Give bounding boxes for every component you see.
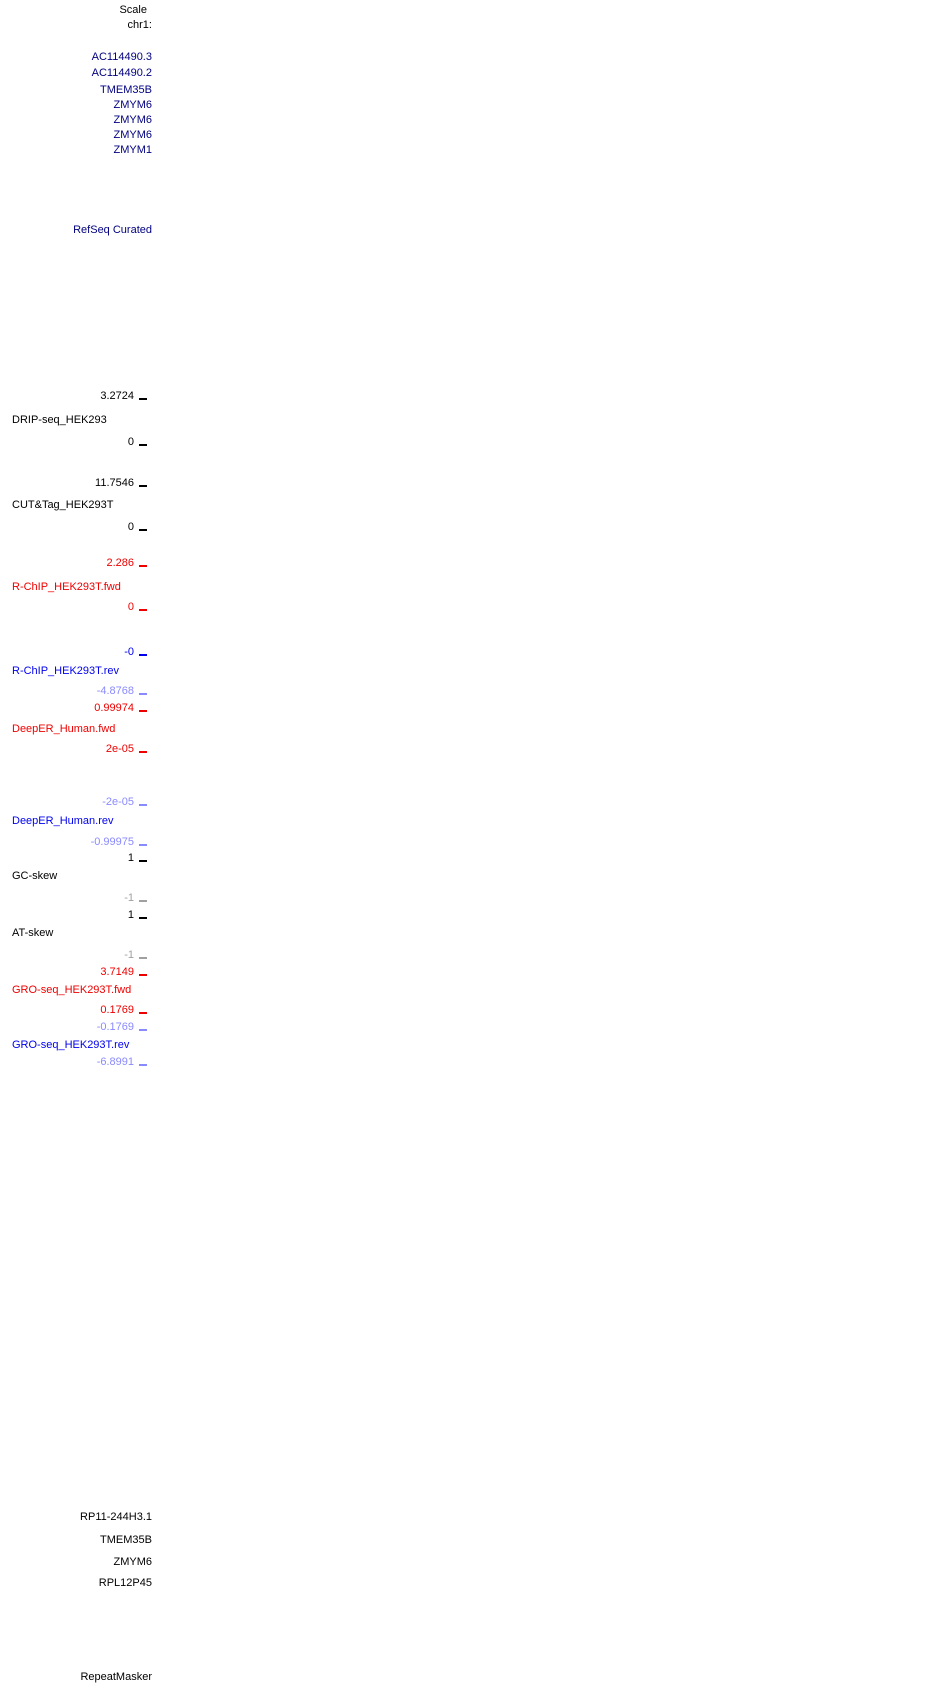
gene-label[interactable]: ZMYM6 <box>113 114 153 126</box>
axis-tick <box>139 900 147 902</box>
axis-max-value: 3.2724 <box>100 391 147 402</box>
gene-label[interactable]: ZMYM6 <box>113 99 153 111</box>
axis-min-value: 0 <box>128 522 147 533</box>
axis-tick <box>139 1029 147 1031</box>
axis-tick <box>139 444 147 446</box>
track-name-label[interactable]: R-ChIP_HEK293T.rev <box>12 665 119 677</box>
scale-label: Scale <box>119 4 147 16</box>
gene-label[interactable]: AC114490.3 <box>91 51 152 63</box>
axis-min-value-text: 0 <box>127 521 134 533</box>
axis-max-value-text: 1 <box>127 909 134 921</box>
axis-min-value-text: -6.8991 <box>96 1056 134 1068</box>
axis-tick <box>139 654 147 656</box>
gene-label[interactable]: ZMYM1 <box>113 144 153 156</box>
track-name-label[interactable]: CUT&Tag_HEK293T <box>12 499 114 511</box>
axis-tick <box>139 804 147 806</box>
gene-label[interactable]: RP11-244H3.1 <box>80 1511 152 1523</box>
position-label: chr1: <box>127 19 152 31</box>
axis-max-value-text: -2e-05 <box>102 796 134 808</box>
axis-max-value: -0.1769 <box>97 1022 147 1033</box>
gene-label[interactable]: TMEM35B <box>100 84 152 96</box>
axis-max-value-text: 2.286 <box>106 557 134 569</box>
gene-label[interactable]: ZMYM6 <box>113 1556 153 1568</box>
repeatmasker-track-label[interactable]: RepeatMasker <box>80 1671 152 1683</box>
axis-max-value: -2e-05 <box>102 797 147 808</box>
axis-min-value-text: -0.99975 <box>90 836 134 848</box>
axis-tick <box>139 860 147 862</box>
track-name-label[interactable]: GRO-seq_HEK293T.rev <box>12 1039 130 1051</box>
axis-tick <box>139 398 147 400</box>
axis-tick <box>139 1012 147 1014</box>
axis-max-value: 2.286 <box>106 558 147 569</box>
track-name-label[interactable]: GRO-seq_HEK293T.fwd <box>12 984 132 996</box>
axis-tick <box>139 751 147 753</box>
gene-label[interactable]: TMEM35B <box>100 1534 152 1546</box>
axis-max-value-text: -0.1769 <box>96 1021 134 1033</box>
axis-tick <box>139 1064 147 1066</box>
axis-min-value: 0 <box>128 437 147 448</box>
axis-tick <box>139 565 147 567</box>
axis-tick <box>139 609 147 611</box>
axis-min-value-text: -1 <box>124 949 134 961</box>
axis-max-value: 11.7546 <box>95 478 147 489</box>
axis-tick <box>139 917 147 919</box>
axis-tick <box>139 710 147 712</box>
track-name-label[interactable]: DeepER_Human.rev <box>12 815 114 827</box>
axis-min-value-text: -1 <box>124 892 134 904</box>
track-name-label[interactable]: AT-skew <box>12 927 54 939</box>
axis-tick <box>139 844 147 846</box>
axis-min-value: 0 <box>128 602 147 613</box>
axis-max-value-text: 11.7546 <box>95 477 134 489</box>
axis-max-value-text: 0.99974 <box>94 702 134 714</box>
axis-max-value: -0 <box>124 647 147 658</box>
axis-min-value: 2e-05 <box>106 744 147 755</box>
axis-min-value: -6.8991 <box>97 1057 147 1068</box>
axis-min-value-text: 0 <box>127 436 134 448</box>
axis-tick <box>139 957 147 959</box>
axis-tick <box>139 485 147 487</box>
track-name-label[interactable]: R-ChIP_HEK293T.fwd <box>12 581 121 593</box>
refseq-track-label[interactable]: RefSeq Curated <box>73 224 152 236</box>
axis-min-value-text: 2e-05 <box>105 743 134 755</box>
axis-max-value-text: 3.2724 <box>100 390 134 402</box>
axis-max-value: 1 <box>128 910 147 921</box>
axis-max-value-text: -0 <box>124 646 134 658</box>
axis-min-value-text: -4.8768 <box>96 685 134 697</box>
axis-min-value: -1 <box>124 950 147 961</box>
axis-min-value-text: 0 <box>127 601 134 613</box>
axis-min-value: -4.8768 <box>97 686 147 697</box>
track-name-label[interactable]: DeepER_Human.fwd <box>12 723 116 735</box>
axis-max-value: 0.99974 <box>94 703 147 714</box>
axis-min-value-text: 0.1769 <box>100 1004 134 1016</box>
track-name-label[interactable]: DRIP-seq_HEK293 <box>12 414 107 426</box>
axis-max-value-text: 3.7149 <box>100 966 134 978</box>
axis-max-value: 3.7149 <box>100 967 147 978</box>
axis-min-value: 0.1769 <box>100 1005 147 1016</box>
track-name-label[interactable]: GC-skew <box>12 870 58 882</box>
axis-min-value: -0.99975 <box>91 837 147 848</box>
gene-label[interactable]: RPL12P45 <box>98 1577 152 1589</box>
axis-min-value: -1 <box>124 893 147 904</box>
axis-tick <box>139 529 147 531</box>
gene-label[interactable]: ZMYM6 <box>113 129 153 141</box>
axis-max-value-text: 1 <box>127 852 134 864</box>
axis-tick <box>139 693 147 695</box>
gene-label[interactable]: AC114490.2 <box>91 67 152 79</box>
axis-tick <box>139 974 147 976</box>
axis-max-value: 1 <box>128 853 147 864</box>
